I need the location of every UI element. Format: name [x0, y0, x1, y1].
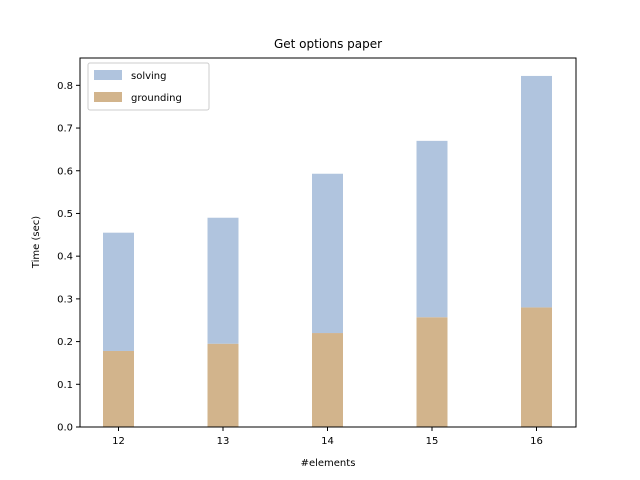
y-tick-label: 0.8 — [57, 81, 73, 92]
x-tick-label: 15 — [426, 436, 439, 447]
bar-grounding-15 — [416, 317, 448, 427]
x-tick-label: 13 — [217, 436, 230, 447]
x-axis-label: #elements — [301, 458, 356, 469]
bar-grounding-16 — [521, 307, 552, 427]
y-tick-label: 0.2 — [57, 337, 73, 348]
bar-grounding-13 — [207, 343, 239, 427]
legend-swatch-solving — [94, 70, 122, 80]
y-tick-label: 0.0 — [57, 423, 73, 434]
y-axis: 0.0 0.1 0.2 0.3 0.4 0.5 0.6 0.7 0.8 — [57, 81, 80, 434]
bar-grounding-14 — [312, 333, 343, 427]
y-axis-label: Time (sec) — [31, 216, 42, 269]
bar-solving-12 — [103, 232, 134, 351]
legend-label-solving: solving — [131, 71, 167, 82]
y-tick-label: 0.5 — [57, 209, 73, 220]
y-tick-label: 0.7 — [57, 124, 73, 135]
y-tick-label: 0.4 — [57, 252, 73, 263]
x-tick-label: 16 — [530, 436, 543, 447]
chart-title: Get options paper — [274, 37, 382, 51]
x-tick-label: 14 — [321, 436, 334, 447]
x-tick-label: 12 — [112, 436, 125, 447]
bar-solving-16 — [521, 75, 552, 308]
bar-grounding-12 — [103, 350, 134, 427]
legend: solving grounding — [87, 62, 210, 111]
bars-layer — [103, 75, 552, 427]
legend-swatch-grounding — [94, 92, 122, 102]
y-tick-label: 0.6 — [57, 166, 73, 177]
bar-solving-14 — [312, 173, 343, 334]
y-tick-label: 0.1 — [57, 380, 73, 391]
x-axis: 12 13 14 15 16 — [112, 427, 543, 447]
bar-solving-13 — [207, 217, 239, 344]
y-tick-label: 0.3 — [57, 294, 73, 305]
legend-label-grounding: grounding — [131, 93, 182, 104]
bar-solving-15 — [416, 140, 448, 318]
